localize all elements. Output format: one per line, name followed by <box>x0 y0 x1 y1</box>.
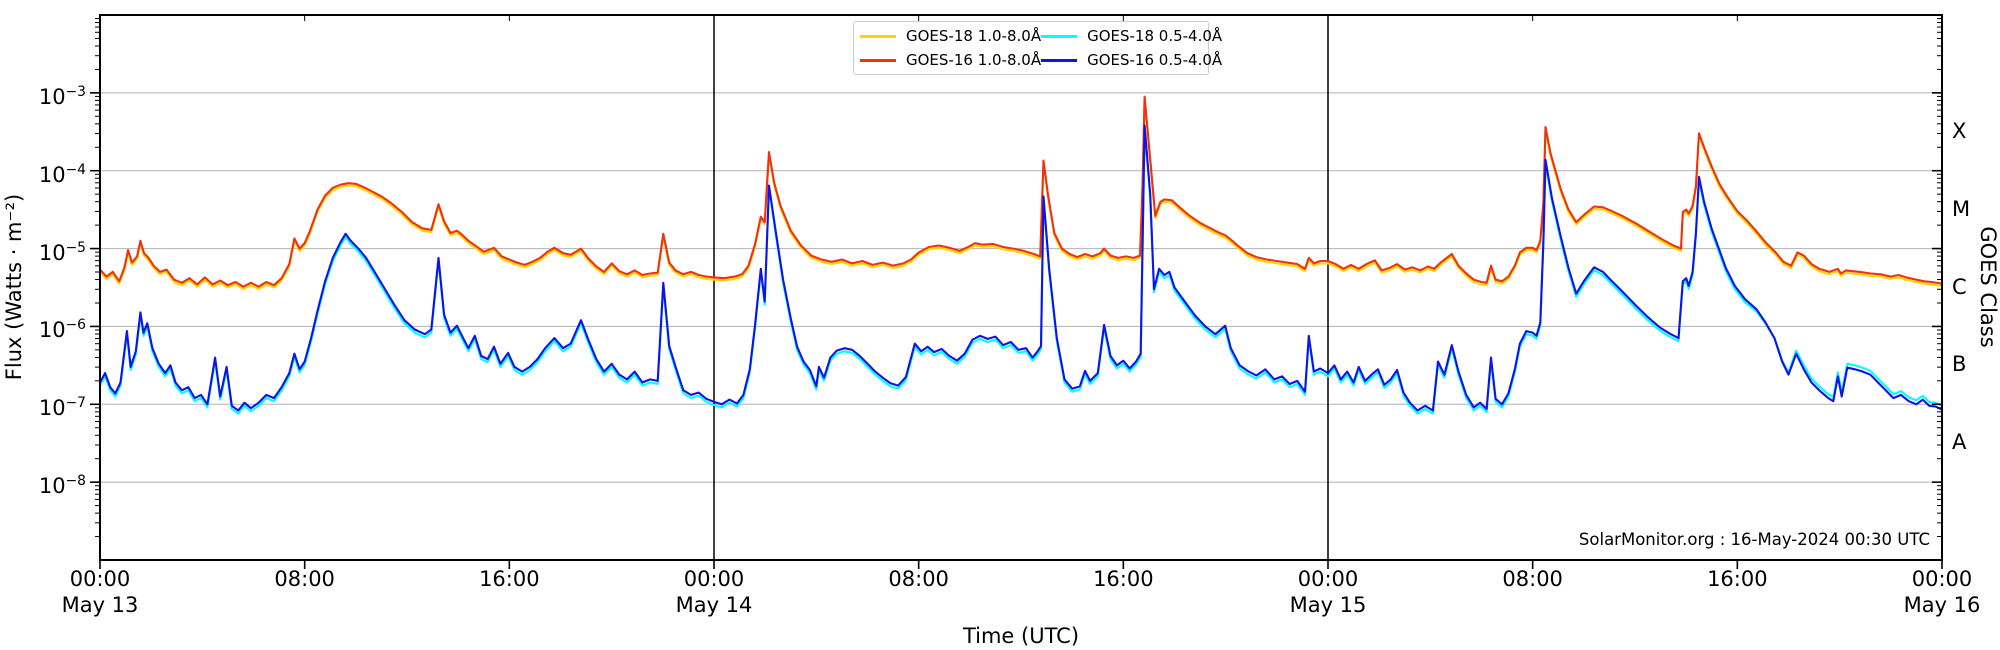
x-tick-label-0800-t56: 08:00 <box>1502 567 1563 591</box>
curve-goes-16-1-0-8-0- <box>98 95 1944 288</box>
curve-goes-16-0-5-4-0- <box>98 124 1944 412</box>
goes-class-label-x: X <box>1952 118 1967 143</box>
x-tick-label-0000-t48: 00:00 <box>1297 567 1359 591</box>
legend-label: GOES-18 0.5-4.0Å <box>1087 27 1223 45</box>
legend-label: GOES-18 1.0-8.0Å <box>906 27 1042 45</box>
goes-class-label-a: A <box>1952 430 1967 455</box>
y-tick-label-1e-8: 10−8 <box>38 473 86 499</box>
x-tick-label-0800-t32: 08:00 <box>888 567 949 591</box>
flux-curves <box>98 95 1944 415</box>
x-tick-label-0000-t72: 00:00 <box>1911 567 1973 591</box>
y-tick-label-1e-3: 10−3 <box>38 83 86 109</box>
y-tick-label-1e-5: 10−5 <box>38 239 86 265</box>
grid-lines <box>100 92 1942 483</box>
legend: GOES-18 1.0-8.0Å GOES-18 0.5-4.0Å GOES-1… <box>853 21 1222 75</box>
y-axis-title-goes-class: GOES Class <box>1976 226 2000 348</box>
axis-ticks <box>90 15 1943 569</box>
x-tick-label-0000-t0: 00:00 <box>69 567 131 591</box>
day-separator-lines <box>713 15 1329 560</box>
legend-item-goes16-short: GOES-16 0.5-4.0Å <box>1041 51 1222 69</box>
legend-label: GOES-16 0.5-4.0Å <box>1087 51 1223 69</box>
y-tick-label-1e-4: 10−4 <box>38 161 86 187</box>
legend-line-swatch-goes18-short <box>1041 34 1078 38</box>
legend-line-swatch-goes16-short <box>1041 58 1078 62</box>
y-tick-label-1e-7: 10−7 <box>38 395 86 421</box>
x-tick-label-1600-t16: 16:00 <box>479 567 540 591</box>
x-tick-label-0800-t8: 08:00 <box>274 567 335 591</box>
x-day-label-may-13: May 13 <box>61 593 139 617</box>
y-tick-label-1e-6: 10−6 <box>38 317 86 343</box>
x-tick-label-1600-t40: 16:00 <box>1093 567 1154 591</box>
goes-class-label-m: M <box>1952 196 1971 221</box>
solarmonitor-watermark: SolarMonitor.org : 16-May-2024 00:30 UTC <box>1578 530 1930 549</box>
plot-frame <box>99 14 1943 561</box>
legend-item-goes18-short: GOES-18 0.5-4.0Å <box>1041 27 1222 45</box>
x-tick-label-0000-t24: 00:00 <box>683 567 745 591</box>
legend-line-swatch-goes16-long <box>860 58 896 62</box>
goes-class-label-c: C <box>1952 274 1967 299</box>
y-axis-title-flux: Flux (Watts · m⁻²) <box>2 193 26 381</box>
x-day-label-may-16: May 16 <box>1903 593 1981 617</box>
goes-class-label-b: B <box>1952 352 1967 377</box>
legend-line-swatch-goes18-long <box>860 34 896 38</box>
legend-item-goes18-long: GOES-18 1.0-8.0Å <box>860 27 1041 45</box>
legend-item-goes16-long: GOES-16 1.0-8.0Å <box>860 51 1041 69</box>
x-day-label-may-15: May 15 <box>1289 593 1367 617</box>
x-axis-title-time: Time (UTC) <box>962 624 1080 648</box>
x-tick-label-1600-t64: 16:00 <box>1707 567 1768 591</box>
x-day-label-may-14: May 14 <box>675 593 753 617</box>
legend-label: GOES-16 1.0-8.0Å <box>906 51 1042 69</box>
curve-goes-18-0-5-4-0- <box>98 127 1944 415</box>
